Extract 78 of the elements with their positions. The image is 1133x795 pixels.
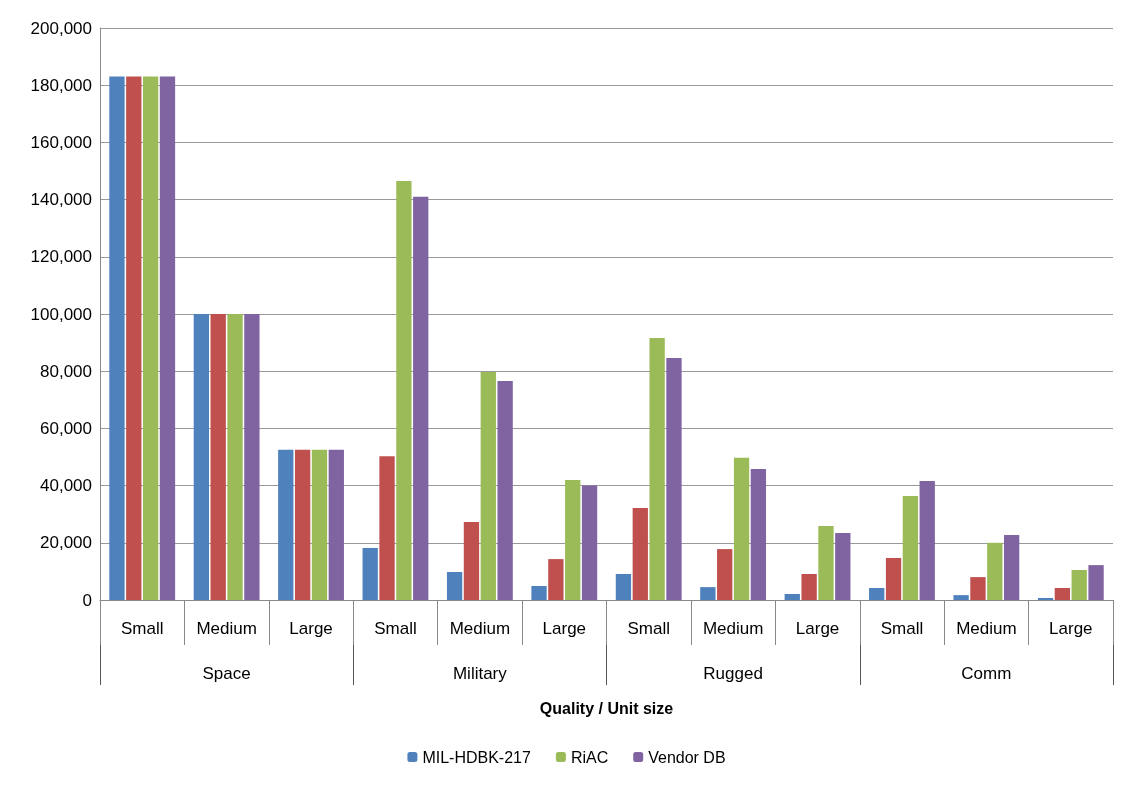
y-tick-label: 80,000 [40, 361, 92, 381]
bar [1088, 565, 1104, 600]
x-axis-title: Quality / Unit size [539, 699, 674, 717]
y-tick-label: 60,000 [40, 418, 92, 438]
bar [649, 338, 665, 600]
bar [362, 547, 378, 600]
bar [869, 587, 885, 600]
bar [463, 521, 480, 600]
bar [1054, 587, 1071, 600]
y-tick-label: 140,000 [30, 190, 92, 210]
x-tick-label: Large [1049, 619, 1093, 638]
bar [446, 571, 463, 600]
legend-label: RiAC [570, 748, 609, 766]
bar [210, 314, 226, 600]
y-tick-label: 40,000 [40, 476, 92, 496]
bar [379, 456, 395, 600]
bar [413, 196, 429, 600]
bar [615, 573, 632, 600]
y-tick-label: 120,000 [30, 247, 92, 267]
legend-label: MIL-HDBK-217 [422, 748, 531, 766]
bar [1071, 569, 1087, 600]
bar [244, 314, 260, 600]
bar [666, 358, 682, 600]
x-tick-label: Small [374, 619, 417, 638]
text: Rugged [703, 664, 763, 683]
bar [109, 76, 125, 600]
bar [311, 449, 328, 600]
bar [565, 479, 581, 600]
y-tick-label: 160,000 [30, 132, 92, 152]
text: Comm [961, 664, 1012, 683]
bar [480, 372, 496, 600]
bar [919, 481, 935, 600]
bar [885, 557, 902, 600]
bar [328, 449, 344, 600]
text: Space [202, 664, 251, 683]
x-tick-label: Medium [702, 619, 764, 638]
bar [953, 595, 969, 600]
bar [784, 593, 800, 600]
x-tick-label: Medium [196, 619, 257, 638]
y-tick-label: 200,000 [30, 18, 92, 38]
x-tick-label: Medium [449, 619, 511, 638]
bar [632, 507, 648, 600]
y-tick-label: 100,000 [30, 304, 92, 324]
bar [227, 314, 243, 600]
legend-label: Vendor DB [648, 748, 726, 766]
bar [396, 181, 412, 600]
bar [294, 449, 311, 600]
bar [278, 449, 294, 600]
x-tick-label: Large [289, 619, 333, 638]
bar [835, 533, 851, 600]
x-tick-label: Large [542, 619, 587, 638]
bar [902, 495, 919, 600]
bar [159, 76, 176, 600]
bar [733, 457, 750, 600]
bar [142, 76, 159, 600]
bar [193, 314, 210, 600]
x-tick-label: Small [627, 619, 670, 638]
bar [700, 587, 716, 600]
bar [581, 485, 598, 600]
y-tick-label: 0 [82, 590, 92, 610]
bar [531, 585, 547, 600]
x-tick-label: Small [880, 619, 924, 638]
bar [750, 469, 767, 600]
x-tick-label: Medium [956, 619, 1017, 638]
y-tick-label: 20,000 [40, 533, 92, 553]
bar [801, 573, 817, 600]
bar [717, 549, 733, 600]
x-tick-label: Large [795, 619, 840, 638]
bar [497, 380, 513, 600]
bar [818, 525, 834, 600]
bar [548, 559, 564, 600]
bar [1003, 535, 1020, 600]
bar [970, 577, 986, 600]
x-tick-label: Small [120, 619, 164, 638]
y-tick-label: 180,000 [30, 75, 92, 95]
bar [126, 76, 142, 600]
bar [987, 542, 1003, 600]
text: Military [452, 664, 508, 683]
